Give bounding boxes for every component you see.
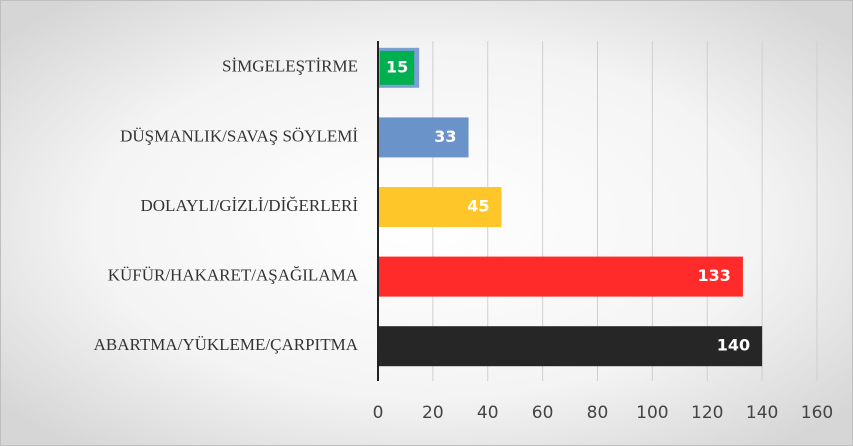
x-tick-label: 80 <box>587 403 609 423</box>
x-tick-label: 100 <box>636 403 668 423</box>
value-label-box <box>428 120 463 155</box>
y-tick-label: ABARTMA/YÜKLEME/ÇARPITMA <box>94 335 359 354</box>
y-tick-label: KÜFÜR/HAKARET/AŞAĞILAMA <box>108 266 359 285</box>
x-tick-label: 0 <box>373 403 384 423</box>
value-label-box <box>710 329 757 364</box>
value-label: 33 <box>434 127 456 146</box>
x-tick-label: 140 <box>746 403 778 423</box>
x-tick-label: 60 <box>532 403 554 423</box>
value-label: 45 <box>467 197 489 216</box>
x-tick-label: 160 <box>801 403 833 423</box>
value-label-box <box>461 190 496 224</box>
x-tick-label: 120 <box>691 403 723 423</box>
value-label-box <box>380 50 415 85</box>
y-tick-label: DÜŞMANLIK/SAVAŞ SÖYLEMİ <box>120 126 358 145</box>
y-tick-label: SİMGELEŞTİRME <box>222 57 358 76</box>
value-label: 133 <box>698 266 731 285</box>
x-tick-label: 40 <box>477 403 499 423</box>
bar <box>378 326 763 367</box>
bar <box>378 256 743 297</box>
value-label: 15 <box>386 57 408 76</box>
value-label: 140 <box>717 336 750 355</box>
x-tick-label: 20 <box>422 403 444 423</box>
value-label-box <box>691 259 737 294</box>
y-tick-label: DOLAYLI/GİZLİ/DİĞERLERİ <box>141 196 359 215</box>
